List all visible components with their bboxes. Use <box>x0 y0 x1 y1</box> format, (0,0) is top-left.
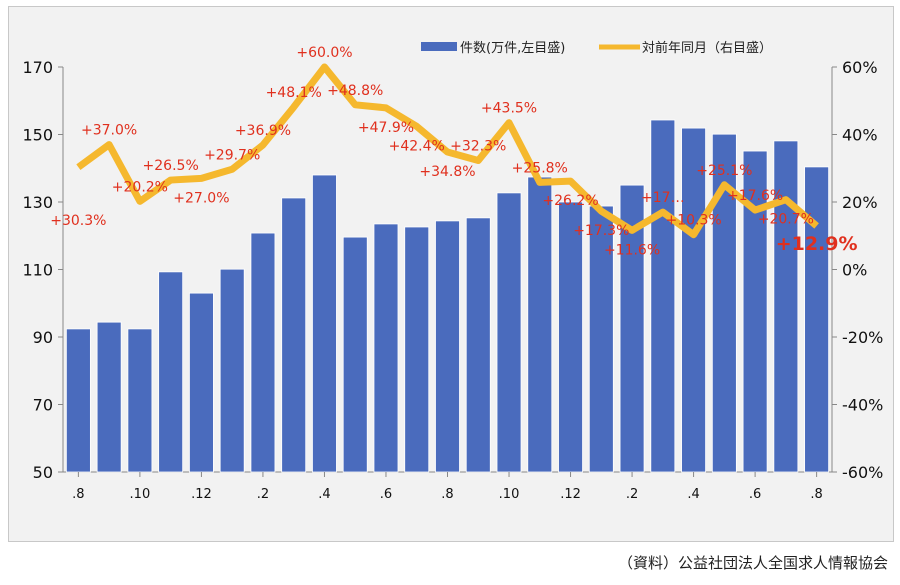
left-tick-label: 130 <box>22 193 53 212</box>
legend-bar-label: 件数(万件,左目盛) <box>460 41 565 56</box>
bar <box>773 140 799 473</box>
data-label: +25.8% <box>512 160 568 176</box>
data-label: +32.3% <box>450 138 506 154</box>
data-label: +17.6% <box>727 188 783 204</box>
x-tick-label: .4 <box>318 487 330 502</box>
bar <box>96 321 122 473</box>
data-label: +47.9% <box>358 120 414 136</box>
bar <box>189 292 214 473</box>
bar <box>588 205 614 473</box>
bar <box>465 217 491 473</box>
bar <box>65 328 91 473</box>
bar <box>158 271 184 473</box>
bar <box>681 127 706 473</box>
data-label: +10.3% <box>665 213 721 229</box>
bar <box>558 201 583 473</box>
x-tick-label: .8 <box>810 487 822 502</box>
bar <box>250 232 276 473</box>
yoy-line <box>76 63 819 239</box>
bar <box>435 220 460 473</box>
x-tick-label: .6 <box>749 487 761 502</box>
bar <box>404 226 430 473</box>
bar <box>650 119 676 473</box>
data-label: +25.1% <box>696 163 752 179</box>
right-tick-label: -60% <box>842 463 883 482</box>
data-label: +36.9% <box>235 123 291 139</box>
left-tick-label: 90 <box>33 328 53 347</box>
data-label: +37.0% <box>81 123 137 139</box>
x-tick-label: .10 <box>130 487 151 502</box>
right-tick-label: 60% <box>842 58 878 77</box>
data-label: +12.9% <box>776 233 858 255</box>
left-tick-label: 110 <box>22 261 53 280</box>
bar <box>281 197 307 473</box>
data-label: +34.8% <box>419 164 475 180</box>
x-tick-label: .2 <box>257 487 269 502</box>
data-label: +43.5% <box>481 101 537 117</box>
data-label: +60.0% <box>296 45 352 61</box>
x-tick-label: .12 <box>560 487 581 502</box>
data-label: +42.4% <box>389 138 445 154</box>
data-label: +48.8% <box>327 83 383 99</box>
left-tick-label: 50 <box>33 463 53 482</box>
left-tick-label: 70 <box>33 396 53 415</box>
x-tick-label: .12 <box>191 487 212 502</box>
right-tick-label: -40% <box>842 396 883 415</box>
left-tick-label: 170 <box>22 58 53 77</box>
x-tick-label: .8 <box>441 487 453 502</box>
left-tick-label: 150 <box>22 126 53 145</box>
x-tick-label: .10 <box>499 487 520 502</box>
data-label: +20.2% <box>112 179 168 195</box>
x-tick-label: .6 <box>380 487 392 502</box>
right-tick-label: 40% <box>842 126 878 145</box>
right-tick-label: 20% <box>842 193 878 212</box>
bar <box>527 176 553 473</box>
data-label: +20.7% <box>758 212 814 228</box>
bar <box>312 174 337 473</box>
bar <box>127 328 153 473</box>
data-label: +17… <box>641 190 685 206</box>
legend-line-label: 対前年同月（右目盛） <box>642 40 772 56</box>
legend-bar-swatch <box>421 42 457 51</box>
data-label: +17.3% <box>573 223 629 239</box>
right-tick-label: -20% <box>842 328 883 347</box>
data-label: +29.7% <box>204 147 260 163</box>
data-label: +27.0% <box>173 190 229 206</box>
right-tick-label: 0% <box>842 261 867 280</box>
bar <box>342 236 368 473</box>
data-label: +26.2% <box>542 193 598 209</box>
data-label: +30.3% <box>50 213 106 229</box>
bar <box>496 192 522 473</box>
bar <box>373 223 399 473</box>
x-tick-label: .4 <box>687 487 699 502</box>
data-label: +48.1% <box>266 85 322 101</box>
data-label: +26.5% <box>143 158 199 174</box>
source-note: （資料）公益社団法人全国求人情報協会 <box>617 554 888 572</box>
data-label: +11.6% <box>604 242 660 258</box>
bar <box>219 268 245 473</box>
x-tick-label: .8 <box>72 487 84 502</box>
x-tick-label: .2 <box>626 487 638 502</box>
